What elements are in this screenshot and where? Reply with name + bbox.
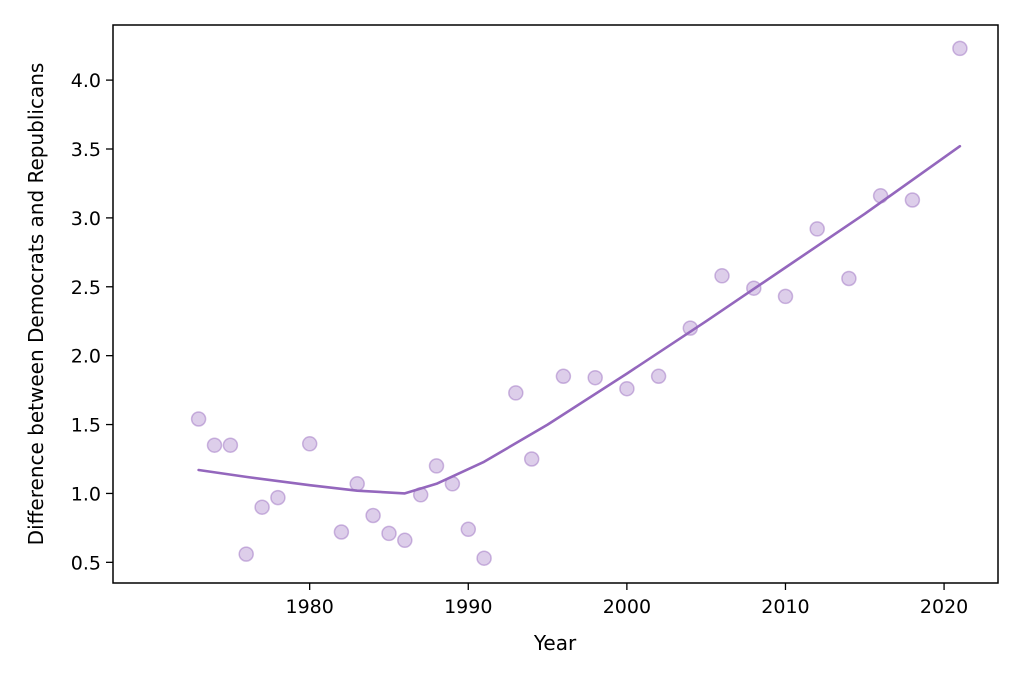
data-point bbox=[428, 458, 445, 474]
y-tick-label: 2.0 bbox=[71, 346, 101, 368]
y-tick-label: 2.5 bbox=[71, 277, 101, 299]
data-point bbox=[460, 521, 477, 538]
data-point bbox=[476, 550, 492, 566]
y-axis: 0.5 1.0 1.5 2.0 2.5 3.0 3.5 4.0 bbox=[71, 70, 113, 574]
y-tick-label: 1.0 bbox=[71, 483, 101, 505]
x-tick-label: 2000 bbox=[603, 596, 651, 618]
data-point bbox=[270, 489, 286, 506]
data-point bbox=[841, 270, 857, 287]
data-point bbox=[714, 268, 730, 284]
y-axis-label: Difference between Democrats and Republi… bbox=[24, 63, 48, 546]
y-tick-label: 0.5 bbox=[71, 552, 101, 574]
data-point bbox=[508, 385, 524, 401]
x-tick-label: 1990 bbox=[444, 596, 492, 618]
data-point bbox=[301, 436, 318, 452]
data-point bbox=[872, 188, 889, 204]
data-point bbox=[206, 437, 223, 453]
chart-marks bbox=[190, 40, 968, 566]
data-point bbox=[650, 368, 667, 385]
data-point bbox=[904, 192, 921, 208]
x-axis-label: Year bbox=[533, 631, 577, 655]
data-point bbox=[365, 507, 381, 524]
data-point bbox=[238, 546, 254, 562]
y-tick-label: 4.0 bbox=[71, 70, 101, 92]
data-point bbox=[952, 40, 968, 57]
plot-frame bbox=[112, 24, 999, 584]
data-point bbox=[254, 499, 270, 515]
data-point bbox=[190, 411, 207, 427]
x-tick-label: 2020 bbox=[920, 596, 968, 618]
trend-line bbox=[197, 144, 962, 495]
x-tick-label: 1980 bbox=[285, 596, 333, 618]
x-tick-label: 2010 bbox=[761, 596, 809, 618]
x-axis: 1980 1990 2000 2010 2020 bbox=[285, 583, 968, 618]
data-point bbox=[809, 221, 825, 237]
y-tick-label: 3.5 bbox=[71, 139, 101, 161]
data-point bbox=[777, 288, 794, 305]
data-point bbox=[555, 368, 572, 385]
y-tick-label: 3.0 bbox=[71, 208, 101, 230]
data-point bbox=[381, 525, 397, 542]
data-point bbox=[333, 524, 350, 540]
data-point bbox=[619, 380, 635, 397]
data-point bbox=[523, 451, 540, 467]
data-point bbox=[587, 369, 603, 386]
y-tick-label: 1.5 bbox=[71, 415, 101, 437]
data-point bbox=[397, 532, 413, 549]
data-point bbox=[222, 437, 239, 453]
data-point bbox=[349, 476, 365, 492]
